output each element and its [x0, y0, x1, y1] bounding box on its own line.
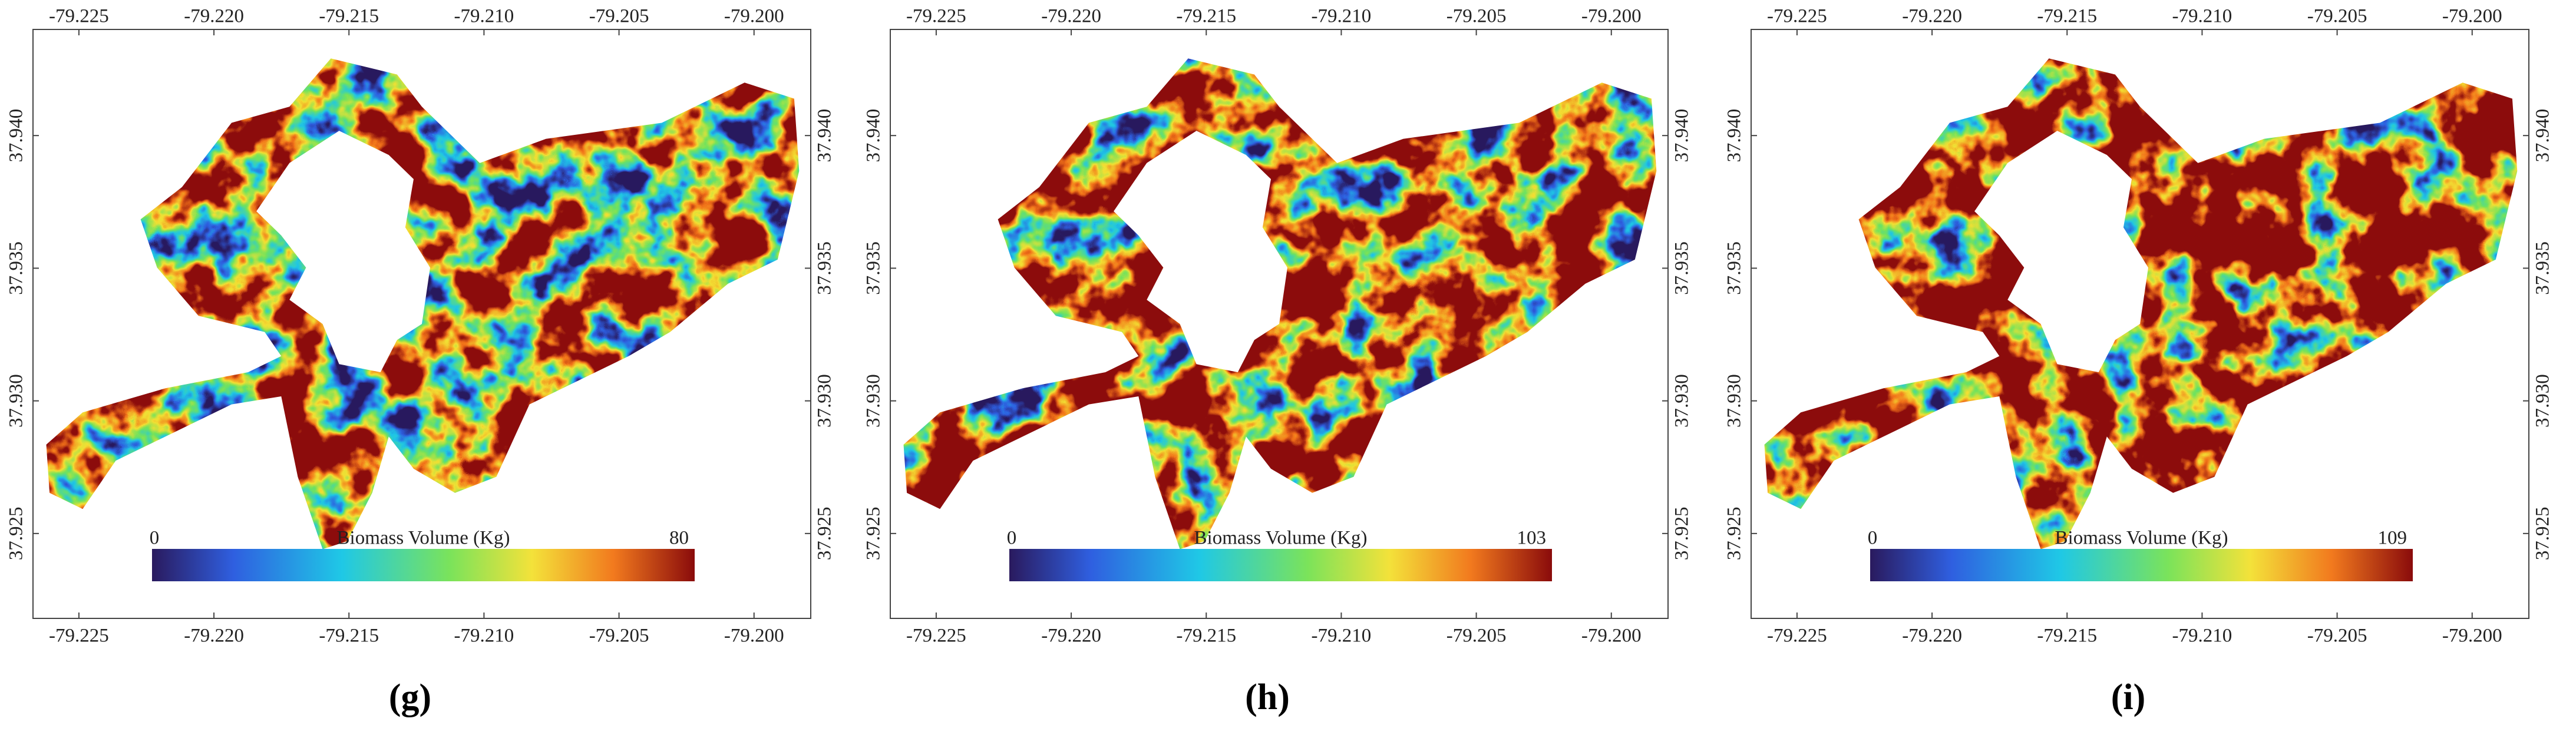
y-tick-label: 37.930: [863, 374, 884, 428]
y-tick-label: 37.940: [863, 109, 884, 163]
x-tick-label: -79.225: [1767, 625, 1827, 647]
map-panel: -79.225 -79.225 -79.220 -79.220 -79.215 -79.2…: [1724, 6, 2554, 718]
x-tick-label: -79.200: [1581, 625, 1642, 647]
x-tick-label: -79.205: [589, 625, 649, 647]
x-tick-label: -79.215: [2037, 625, 2097, 647]
colorbar-title: Biomass Volume (Kg): [1194, 528, 1368, 549]
x-tick-label: -79.210: [2172, 6, 2232, 27]
y-tick-label: 37.935: [1724, 241, 1745, 295]
map-panel: -79.225 -79.225 -79.220 -79.220 -79.215 -79.2…: [6, 6, 835, 718]
colorbar-title: Biomass Volume (Kg): [337, 528, 510, 549]
x-tick-label: -79.225: [49, 625, 109, 647]
y-tick-label: 37.930: [6, 374, 27, 428]
map-panel: -79.225 -79.225 -79.220 -79.220 -79.215 -79.2…: [863, 6, 1693, 718]
x-tick-label: -79.225: [49, 6, 109, 27]
y-tick-label: 37.935: [2532, 241, 2554, 295]
colorbar-max: 109: [2378, 528, 2407, 549]
y-tick-label: 37.940: [1724, 109, 1745, 163]
x-tick-label: -79.210: [454, 6, 514, 27]
map-frame: [1751, 29, 2529, 619]
x-tick-label: -79.220: [184, 625, 244, 647]
map-frame: [890, 29, 1669, 619]
x-tick-label: -79.210: [454, 625, 514, 647]
y-tick-label: 37.935: [863, 241, 884, 295]
colorbar: [1009, 549, 1552, 581]
x-tick-label: -79.220: [1902, 625, 1962, 647]
y-tick-label: 37.940: [1672, 109, 1693, 163]
x-tick-label: -79.205: [1446, 6, 1507, 27]
x-tick-label: -79.215: [319, 625, 379, 647]
colorbar-max: 103: [1517, 528, 1547, 549]
colorbar-min: 0: [1007, 528, 1017, 549]
x-tick-label: -79.225: [906, 625, 966, 647]
y-tick-label: 37.925: [6, 506, 27, 560]
panel-label: (g): [389, 677, 431, 717]
x-tick-label: -79.200: [1581, 6, 1642, 27]
y-tick-label: 37.925: [863, 506, 884, 560]
y-tick-label: 37.930: [1672, 374, 1693, 428]
colorbar-max: 80: [669, 528, 689, 549]
y-tick-label: 37.930: [814, 374, 835, 428]
x-tick-label: -79.215: [1176, 6, 1236, 27]
x-tick-label: -79.210: [1312, 625, 1372, 647]
x-tick-label: -79.200: [724, 6, 784, 27]
x-tick-label: -79.220: [1902, 6, 1962, 27]
map-frame: [32, 29, 811, 619]
x-tick-label: -79.220: [1041, 625, 1101, 647]
colorbar: [152, 549, 695, 581]
x-tick-label: -79.200: [724, 625, 784, 647]
y-tick-label: 37.935: [1672, 241, 1693, 295]
x-tick-label: -79.215: [319, 6, 379, 27]
x-tick-label: -79.210: [2172, 625, 2232, 647]
x-tick-label: -79.220: [184, 6, 244, 27]
y-tick-label: 37.925: [2532, 506, 2554, 560]
x-tick-label: -79.215: [1176, 625, 1236, 647]
x-tick-label: -79.225: [1767, 6, 1827, 27]
x-tick-label: -79.205: [2307, 6, 2367, 27]
y-tick-label: 37.925: [1672, 506, 1693, 560]
y-tick-label: 37.935: [6, 241, 27, 295]
x-tick-label: -79.205: [1446, 625, 1507, 647]
colorbar-title: Biomass Volume (Kg): [2055, 528, 2228, 549]
y-tick-label: 37.935: [814, 241, 835, 295]
panel-label: (h): [1245, 677, 1290, 717]
colorbar: [1870, 549, 2413, 581]
y-tick-label: 37.930: [2532, 374, 2554, 428]
x-tick-label: -79.225: [906, 6, 966, 27]
x-tick-label: -79.200: [2442, 6, 2502, 27]
x-tick-label: -79.210: [1312, 6, 1372, 27]
y-tick-label: 37.930: [1724, 374, 1745, 428]
x-tick-label: -79.205: [589, 6, 649, 27]
x-tick-label: -79.205: [2307, 625, 2367, 647]
colorbar-min: 0: [1868, 528, 1878, 549]
y-tick-label: 37.940: [2532, 109, 2554, 163]
colorbar-min: 0: [150, 528, 160, 549]
y-tick-label: 37.925: [814, 506, 835, 560]
x-tick-label: -79.200: [2442, 625, 2502, 647]
y-tick-label: 37.940: [6, 109, 27, 163]
panel-label: (i): [2111, 677, 2146, 717]
y-tick-label: 37.925: [1724, 506, 1745, 560]
x-tick-label: -79.215: [2037, 6, 2097, 27]
x-tick-label: -79.220: [1041, 6, 1101, 27]
y-tick-label: 37.940: [814, 109, 835, 163]
